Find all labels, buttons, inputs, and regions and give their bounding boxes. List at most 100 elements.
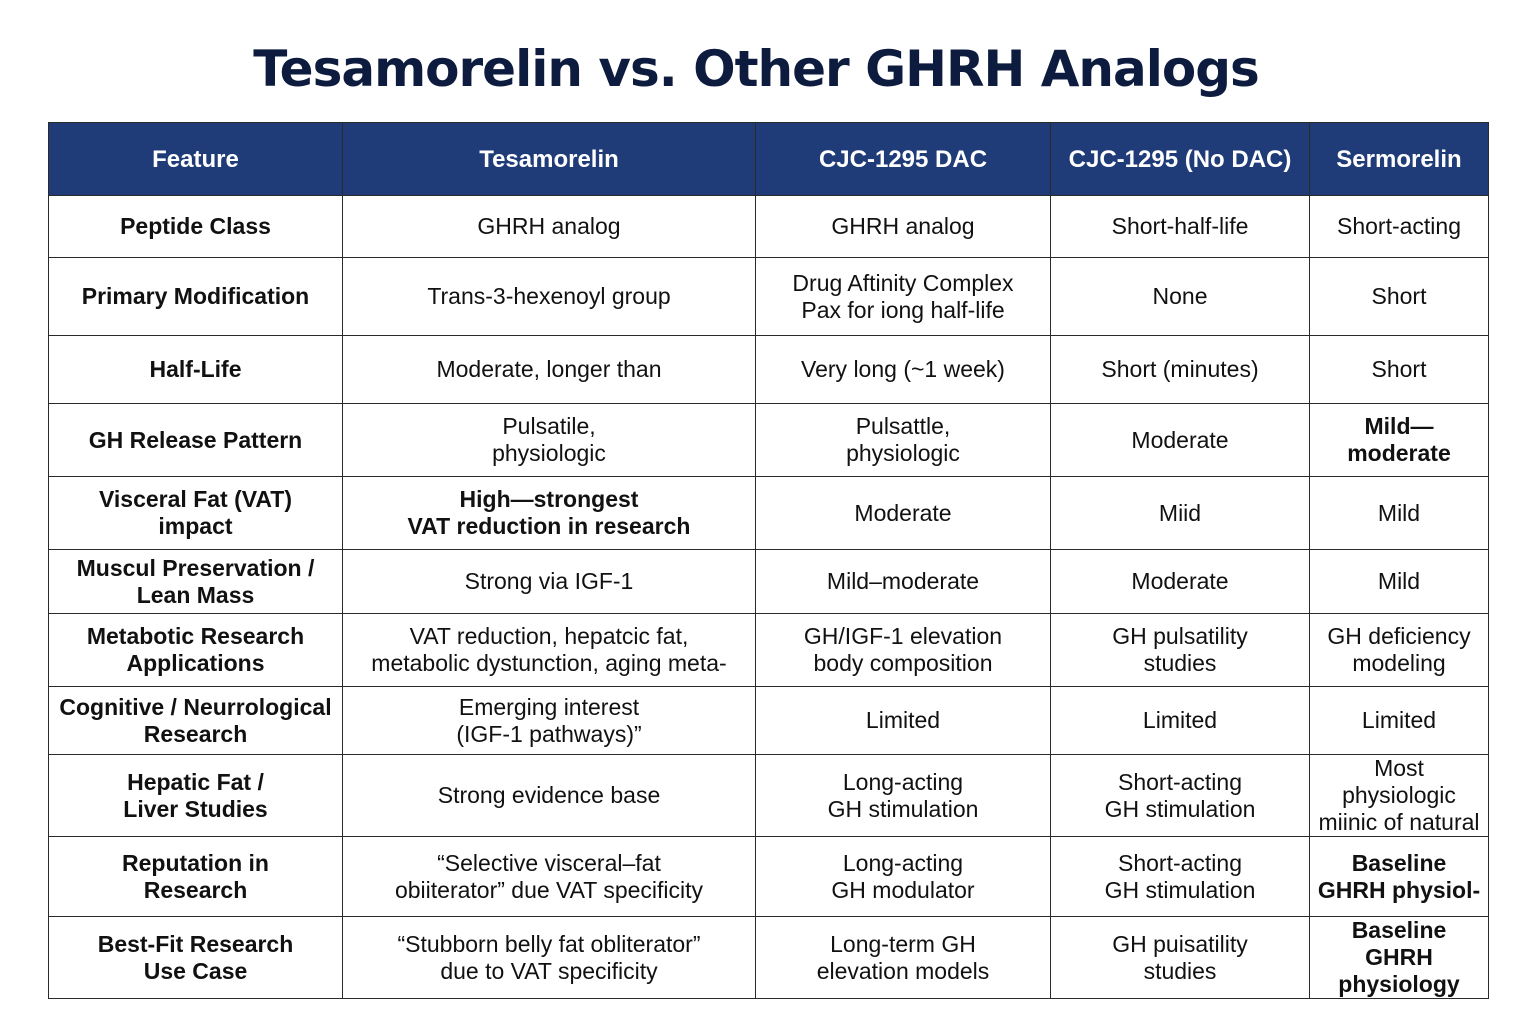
cell-text-line: Limited [865, 707, 941, 733]
cell-cjc-1295-no-dac: Short-half-life [1050, 195, 1310, 258]
cell-text-line: Short-acting [1117, 768, 1242, 795]
column-header-sermorelin: Sermorelin [1309, 122, 1489, 196]
cell-text-line: Short [1371, 283, 1427, 309]
cell-text-line: obiiterator” due VAT specificity [394, 876, 704, 903]
cell-cjc-1295-dac: GH/IGF-1 elevation body composition [755, 613, 1051, 687]
cell-text-line: studies [1143, 650, 1217, 676]
cell-sermorelin: Short [1309, 335, 1489, 404]
cell-text-line: Cognitive / Neurrological [59, 693, 332, 720]
cell-text-line: “Selective visceral–fat [437, 849, 661, 876]
cell-text-line: Metabotic Research [86, 623, 305, 649]
table-row: GH Release Pattern Pulsatile, physiologic P… [48, 403, 1489, 477]
cell-text-line: due to VAT specificity [440, 957, 658, 984]
cell-text-line: Moderate [854, 499, 952, 526]
cell-text-line: Baseline [1351, 917, 1447, 943]
cell-text-line: GH/IGF-1 elevation [803, 623, 1003, 649]
cell-text-line: Strong via IGF-1 [464, 568, 634, 594]
cell-tesamorelin: VAT reduction, hepatcic fat, metabolic dy… [342, 613, 756, 687]
cell-feature: GH Release Pattern [48, 403, 343, 477]
cell-text-line: GH Release Pattern [88, 426, 303, 453]
cell-feature: Metabotic Research Applications [48, 613, 343, 687]
cell-cjc-1295-no-dac: Short-acting GH stimulation [1050, 754, 1310, 837]
comparison-table: Feature Tesamorelin CJC-1295 DAC CJC-129… [48, 122, 1489, 999]
column-header-tesamorelin: Tesamorelin [342, 122, 756, 196]
cell-tesamorelin: Strong via IGF-1 [342, 549, 756, 614]
table-row: Best-Fit Research Use Case “Stubborn belly… [48, 916, 1489, 999]
cell-text-line: Short [1371, 356, 1427, 382]
cell-text-line: Pax for iong half-life [801, 296, 1005, 323]
cell-cjc-1295-dac: Long-term GH elevation models [755, 916, 1051, 999]
cell-sermorelin: Mild [1309, 549, 1489, 614]
cell-feature: Muscul Preservation / Lean Mass [48, 549, 343, 614]
cell-sermorelin: Short-acting [1309, 195, 1489, 258]
table-row: Primary Modification Trans-3-hexenoyl gro… [48, 257, 1489, 336]
cell-feature: Cognitive / Neurrological Research [48, 686, 343, 755]
cell-sermorelin: Baseline GHRH physiol- [1309, 836, 1489, 917]
cell-text-line: Short-half-life [1111, 213, 1249, 239]
cell-text-line: Drug Aftinity Complex [792, 269, 1014, 296]
table-row: Visceral Fat (VAT) impact High—strongest VA… [48, 476, 1489, 550]
cell-cjc-1295-dac: Long-acting GH modulator [755, 836, 1051, 917]
cell-text-line: physiologic [846, 440, 960, 466]
cell-text-line: Research [143, 876, 248, 903]
cell-text-line: Half-Life [149, 356, 242, 382]
table-row: Muscul Preservation / Lean Mass Strong via… [48, 549, 1489, 614]
cell-text-line: GHRH analog [831, 213, 975, 239]
cell-text-line: Use Case [143, 957, 248, 984]
cell-cjc-1295-dac: Drug Aftinity Complex Pax for iong half-l… [755, 257, 1051, 336]
cell-text-line: Applications [126, 650, 265, 676]
cell-cjc-1295-dac: Mild–moderate [755, 549, 1051, 614]
cell-text-line: modeling [1352, 650, 1446, 676]
cell-text-line: Long-acting [842, 768, 964, 795]
cell-text-line: GHRH physiology [1338, 944, 1460, 997]
cell-sermorelin: Mild— moderate [1309, 403, 1489, 477]
cell-text-line: GHRH physiol- [1317, 876, 1481, 903]
cell-sermorelin: Limited [1309, 686, 1489, 755]
cell-text-line: Visceral Fat (VAT) [98, 486, 292, 512]
cell-text-line: Limited [1142, 707, 1218, 733]
cell-sermorelin: Baseline GHRH physiology [1309, 916, 1489, 999]
cell-text-line: Long-term GH [830, 930, 976, 957]
cell-feature: Primary Modification [48, 257, 343, 336]
cell-text-line: metabolic dystunction, aging meta- [371, 650, 727, 676]
cell-feature: Reputation in Research [48, 836, 343, 917]
cell-cjc-1295-no-dac: Moderate [1050, 549, 1310, 614]
cell-tesamorelin: Emerging interest (IGF-1 pathways)” [342, 686, 756, 755]
cell-text-line: “Stubborn belly fat obliterator” [397, 930, 701, 957]
cell-cjc-1295-no-dac: Miid [1050, 476, 1310, 550]
cell-cjc-1295-no-dac: Moderate [1050, 403, 1310, 477]
cell-text-line: (IGF-1 pathways)” [456, 720, 642, 747]
cell-tesamorelin: Pulsatile, physiologic [342, 403, 756, 477]
cell-text-line: body composition [813, 650, 993, 676]
cell-text-line: physiologic [492, 440, 606, 466]
cell-feature: Half-Life [48, 335, 343, 404]
cell-text-line: GH stimulation [1104, 795, 1256, 822]
cell-text-line: GH puisatility [1112, 930, 1248, 957]
cell-tesamorelin: Strong evidence base [342, 754, 756, 837]
cell-text-line: GH deficiency [1327, 623, 1471, 649]
cell-text-line: Peptide Class [120, 213, 271, 239]
cell-text-line: GH stimulation [827, 795, 979, 822]
cell-text-line: GHRH analog [477, 213, 621, 239]
cell-cjc-1295-no-dac: Short-acting GH stimulation [1050, 836, 1310, 917]
cell-cjc-1295-dac: Pulsattle, physiologic [755, 403, 1051, 477]
cell-text-line: Hepatic Fat / [127, 768, 264, 795]
cell-text-line: elevation models [816, 957, 990, 984]
cell-cjc-1295-dac: Very long (~1 week) [755, 335, 1051, 404]
table-row: Cognitive / Neurrological Research Emergin… [48, 686, 1489, 755]
cell-text-line: None [1152, 283, 1208, 309]
cell-text-line: Most physiologic [1342, 755, 1456, 808]
cell-text-line: impact [158, 513, 233, 539]
cell-text-line: Reputation in [122, 849, 269, 876]
cell-tesamorelin: High—strongest VAT reduction in research [342, 476, 756, 550]
cell-cjc-1295-dac: Moderate [755, 476, 1051, 550]
cell-text-line: Mild— [1364, 413, 1434, 439]
cell-tesamorelin: Trans-3-hexenoyl group [342, 257, 756, 336]
table-row: Half-Life Moderate, longer than Very long … [48, 335, 1489, 404]
cell-text-line: Mild–moderate [826, 568, 980, 594]
cell-sermorelin: Most physiologic miinic of natural [1309, 754, 1489, 837]
cell-tesamorelin: “Stubborn belly fat obliterator” due to V… [342, 916, 756, 999]
cell-text-line: miinic of natural [1318, 809, 1480, 835]
cell-text-line: Very long (~1 week) [801, 356, 1005, 382]
cell-text-line: Strong evidence base [437, 782, 661, 808]
